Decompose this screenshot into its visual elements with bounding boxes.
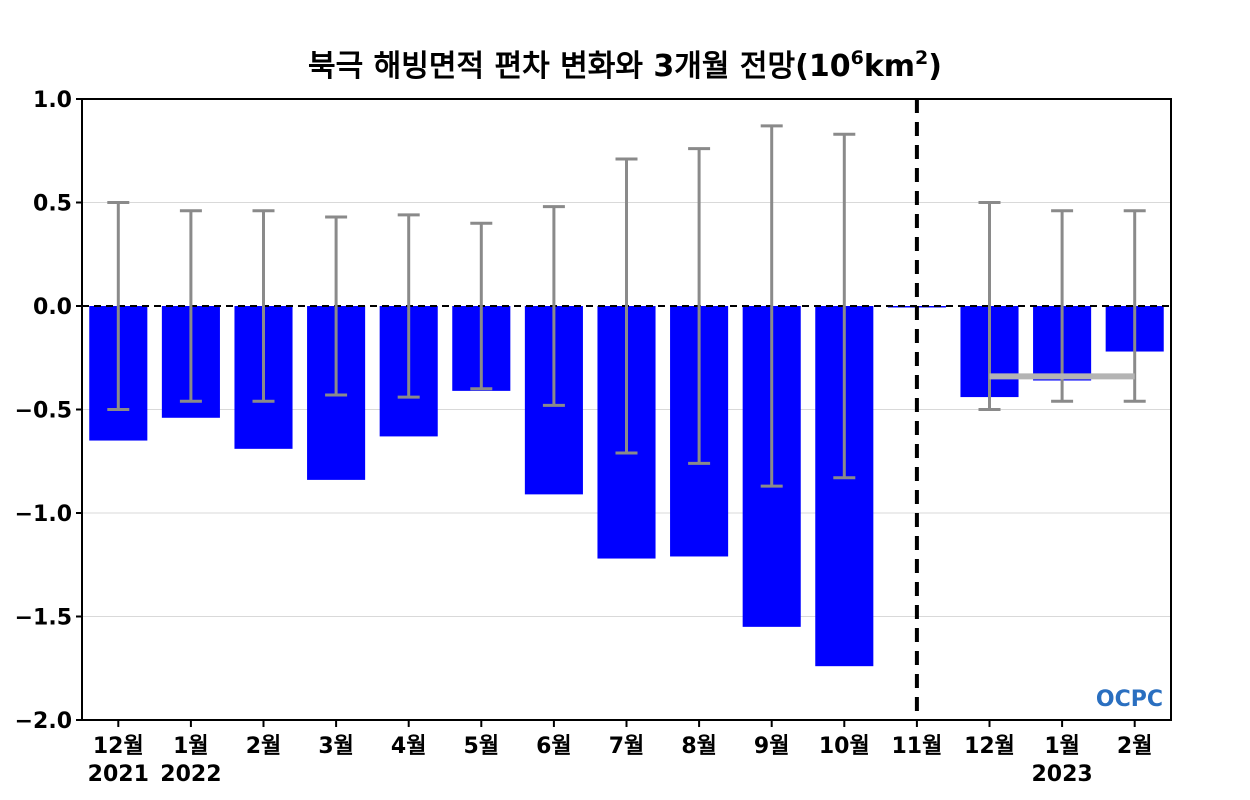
error-bar: [1051, 209, 1074, 403]
x-year-label: 2023: [1031, 762, 1092, 787]
error-bar: [615, 157, 638, 455]
x-year-label: 2022: [160, 762, 221, 787]
chart-title-unit: km: [864, 49, 915, 84]
error-bar: [542, 205, 565, 407]
x-year-label: 2021: [88, 762, 149, 787]
x-tick-label: 3월: [318, 734, 354, 759]
y-tick-label: 0.5: [33, 192, 72, 217]
chart-title-exponent-1: 6: [851, 47, 864, 69]
error-bar: [1123, 209, 1146, 403]
chart-title: 북극 해빙면적 편차 변화와 3개월 전망(106km2): [308, 47, 942, 84]
y-axis: 1.0 0.5 0.0 −0.5 −1.0 −1.5 −2.0: [15, 88, 82, 734]
y-tick-label: 0.0: [33, 295, 72, 320]
chart-title-close: ): [928, 49, 942, 84]
x-tick-label: 10월: [819, 734, 870, 759]
error-bar: [688, 147, 711, 465]
chart-title-exponent-2: 2: [915, 47, 928, 69]
x-tick-label: 4월: [391, 734, 427, 759]
y-tick-label: −1.5: [15, 606, 72, 631]
error-bar: [107, 201, 130, 411]
x-tick-label: 2월: [1117, 734, 1153, 759]
x-tick-label: 1월: [1044, 734, 1080, 759]
y-tick-label: −2.0: [15, 709, 72, 734]
error-bar: [325, 215, 348, 397]
error-bars: [107, 124, 1146, 488]
x-tick-label: 12월: [93, 734, 144, 759]
x-tick-label: 1월: [173, 734, 209, 759]
error-bar: [833, 132, 856, 480]
error-bar: [470, 221, 493, 391]
x-tick-label: 6월: [536, 734, 572, 759]
error-bar: [179, 209, 202, 403]
y-tick-label: −0.5: [15, 399, 72, 424]
ocpc-logo: OCPC: [1096, 687, 1163, 712]
x-tick-label: 5월: [464, 734, 500, 759]
chart-title-main: 북극 해빙면적 편차 변화와 3개월 전망(10: [308, 49, 851, 84]
x-tick-label: 8월: [681, 734, 717, 759]
x-axis: 12월 1월 2월 3월 4월 5월 6월 7월 8월 9월 10월 11월 12월 1월 2월 2021 20…: [88, 720, 1153, 787]
x-tick-label: 2월: [246, 734, 282, 759]
error-bar: [760, 124, 783, 488]
x-tick-label: 9월: [754, 734, 790, 759]
y-tick-label: −1.0: [15, 502, 72, 527]
x-tick-label: 7월: [609, 734, 645, 759]
error-bar: [397, 213, 420, 399]
x-tick-label: 12월: [964, 734, 1015, 759]
x-tick-label: 11월: [891, 734, 942, 759]
error-bar: [252, 209, 275, 403]
y-tick-label: 1.0: [33, 88, 72, 113]
